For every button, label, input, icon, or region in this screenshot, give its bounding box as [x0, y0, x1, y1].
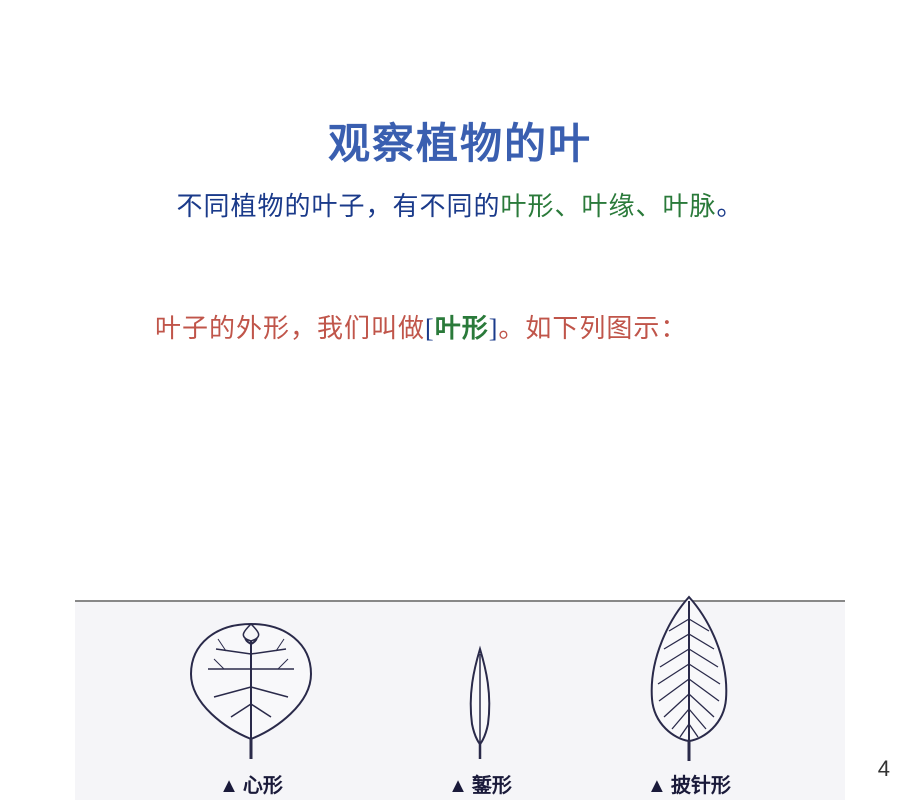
leaf-label-text-2: 披针形	[671, 775, 731, 797]
leaf-label-text-0: 心形	[243, 775, 283, 797]
heart-leaf-icon	[176, 609, 326, 764]
subtitle-part-1: 叶形、叶缘、叶脉	[500, 192, 716, 221]
body-text: 叶子的外形，我们叫做[叶形]。如下列图示：	[155, 308, 920, 345]
slide-title: 观察植物的叶	[0, 110, 920, 171]
chisel-leaf-icon	[450, 612, 510, 764]
subtitle-part-0: 不同植物的叶子，有不同的	[176, 192, 500, 221]
body-part-1: [	[425, 314, 435, 343]
triangle-icon: ▲	[448, 775, 468, 798]
page-number: 4	[878, 756, 890, 782]
leaf-label-lanceolate: ▲披针形	[647, 769, 731, 798]
subtitle-part-2: 。	[717, 192, 744, 221]
leaf-label-chisel: ▲錾形	[448, 769, 512, 798]
slide: 观察植物的叶 不同植物的叶子，有不同的叶形、叶缘、叶脉。 叶子的外形，我们叫做[…	[0, 110, 920, 800]
leaf-item-lanceolate: ▲披针形	[634, 612, 744, 800]
triangle-icon: ▲	[219, 775, 239, 798]
leaf-figure: ▲心形 ▲錾形	[75, 600, 845, 800]
title-text: 观察植物的叶	[328, 122, 592, 168]
body-part-4: 。如下列图示：	[498, 314, 687, 343]
body-part-0: 叶子的外形，我们叫做	[155, 314, 425, 343]
triangle-icon: ▲	[647, 775, 667, 798]
slide-subtitle: 不同植物的叶子，有不同的叶形、叶缘、叶脉。	[0, 186, 920, 223]
body-part-3: ]	[489, 314, 499, 343]
body-part-2: 叶形	[435, 313, 489, 343]
leaf-label-text-1: 錾形	[472, 775, 512, 797]
leaf-item-chisel: ▲錾形	[448, 612, 512, 800]
leaf-item-heart: ▲心形	[176, 612, 326, 800]
leaf-label-heart: ▲心形	[219, 769, 283, 798]
lanceolate-leaf-icon	[634, 589, 744, 764]
